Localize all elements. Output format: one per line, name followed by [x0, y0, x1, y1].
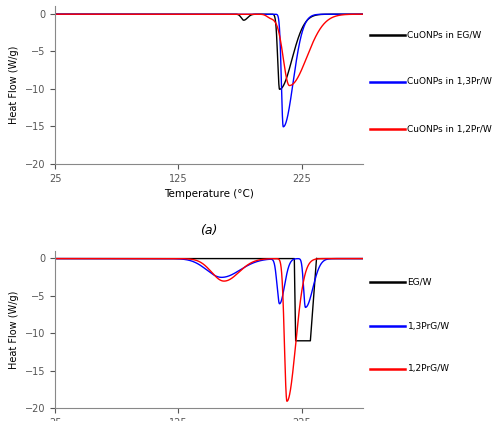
Text: CuONPs in EG/W: CuONPs in EG/W: [408, 30, 482, 39]
Y-axis label: Heat Flow (W/g): Heat Flow (W/g): [9, 46, 19, 124]
Text: 1,2PrG/W: 1,2PrG/W: [408, 365, 450, 373]
Text: CuONPs in 1,2Pr/W: CuONPs in 1,2Pr/W: [408, 125, 492, 134]
Text: 1,3PrG/W: 1,3PrG/W: [408, 322, 450, 331]
Y-axis label: Heat Flow (W/g): Heat Flow (W/g): [9, 290, 19, 369]
Text: CuONPs in 1,3Pr/W: CuONPs in 1,3Pr/W: [408, 77, 492, 86]
Text: (a): (a): [200, 224, 218, 237]
Text: EG/W: EG/W: [408, 278, 432, 287]
X-axis label: Temperature (°C): Temperature (°C): [164, 189, 254, 199]
